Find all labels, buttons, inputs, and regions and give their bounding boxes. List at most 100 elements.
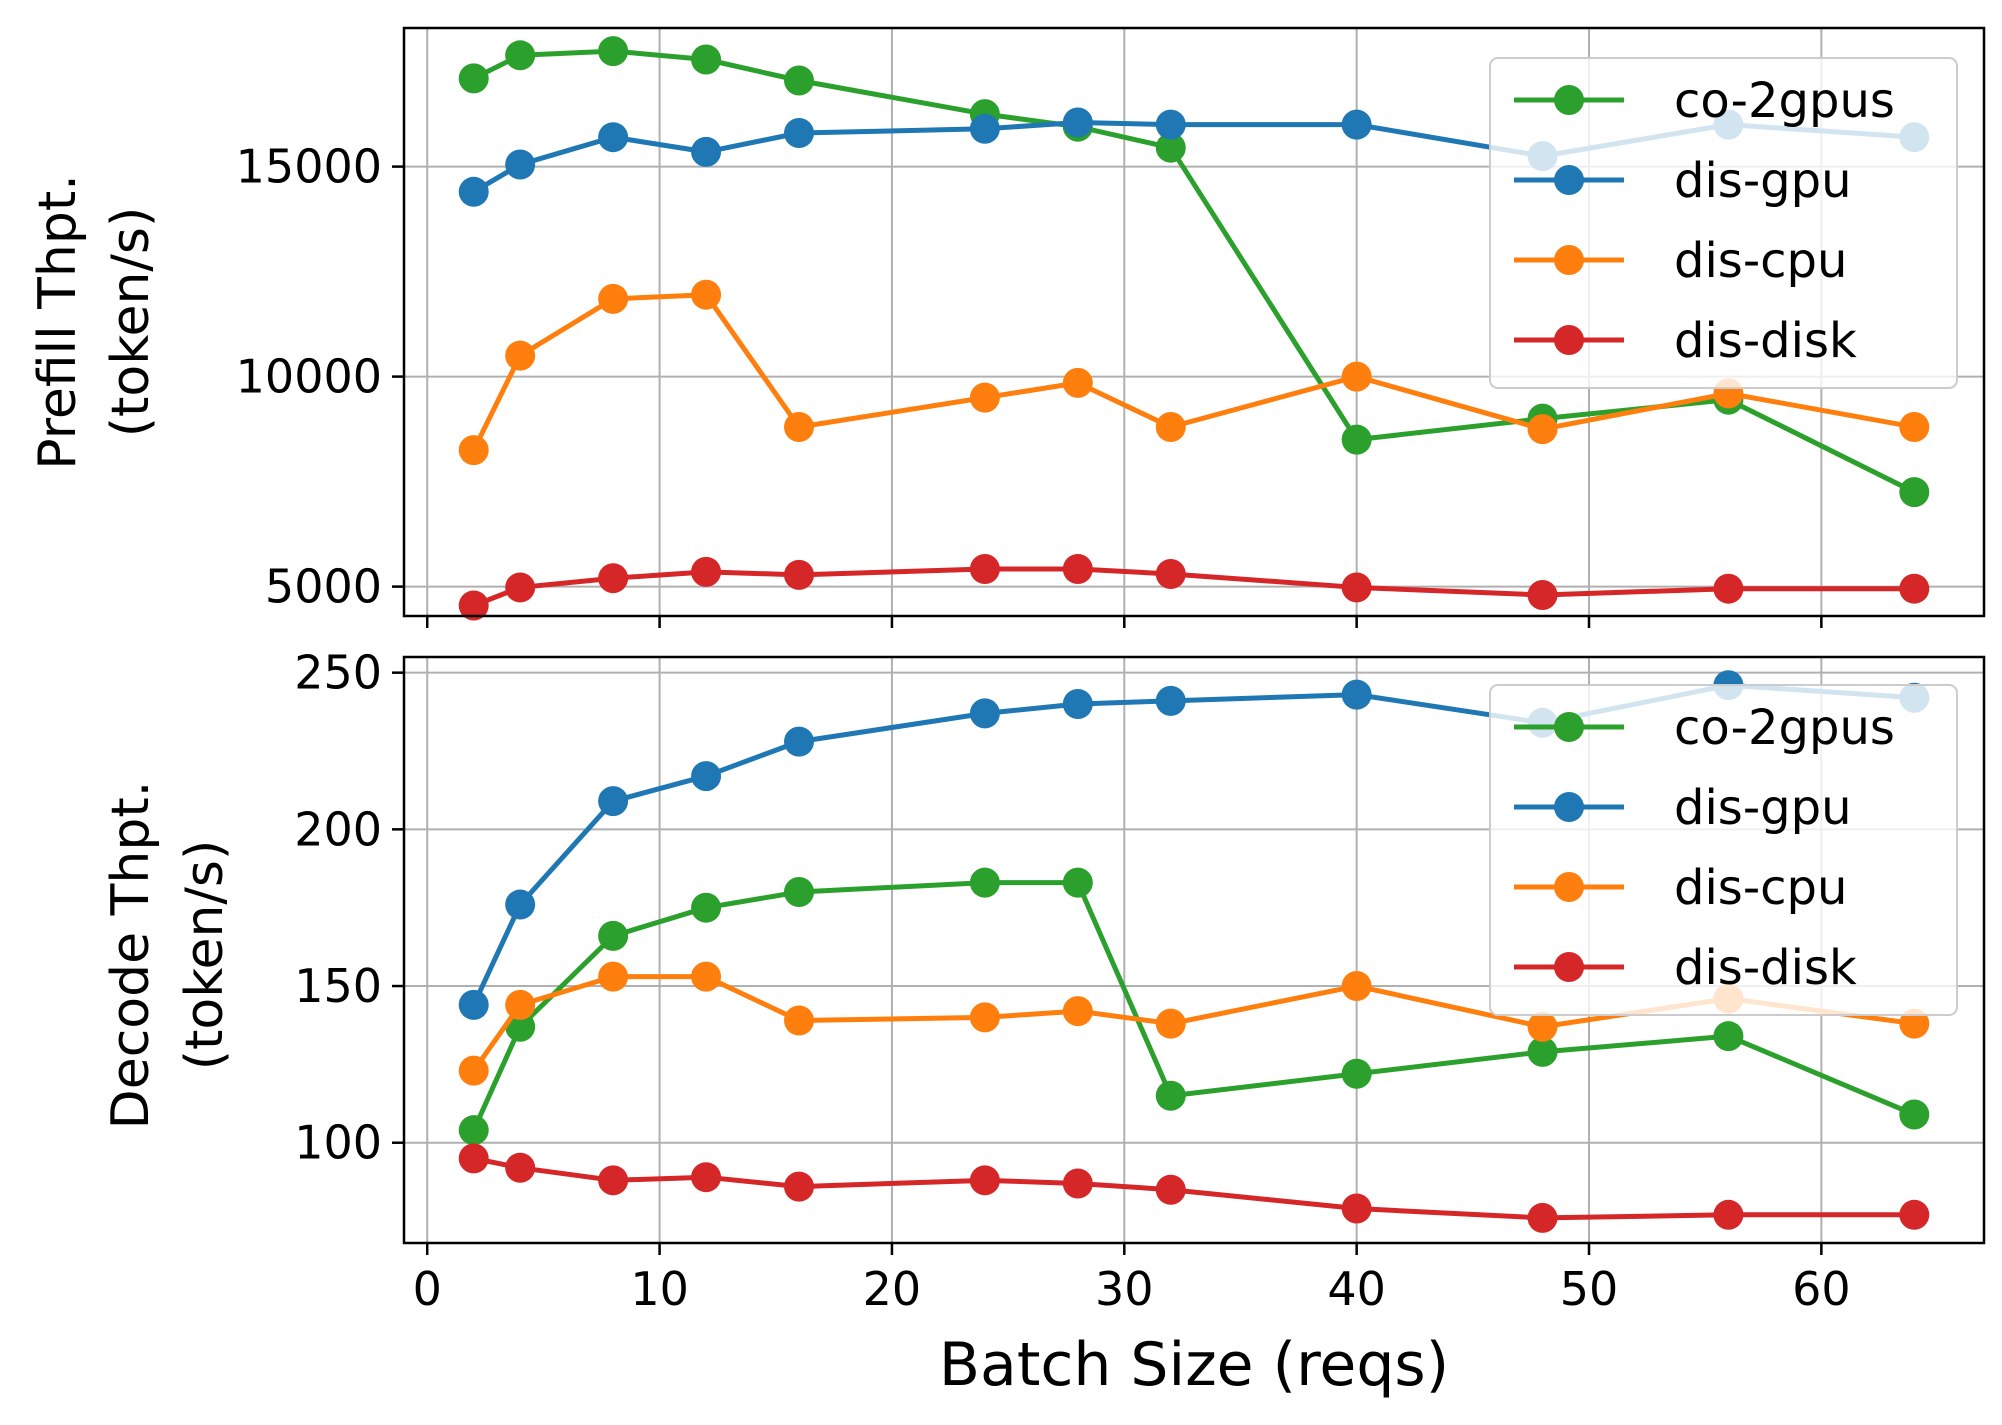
decode-legend-dis-gpu-label: dis-gpu [1674, 780, 1852, 836]
decode-co-2gpus-point [1713, 1021, 1744, 1052]
decode-co-2gpus-point [1899, 1099, 1930, 1130]
prefill-legend-dis-disk-label: dis-disk [1674, 313, 1857, 369]
decode-legend-box [1489, 684, 1958, 1016]
prefill-legend-dis-disk-marker [1554, 325, 1584, 355]
decode-xtick-label: 20 [863, 1262, 922, 1316]
decode-dis-disk-point [1713, 1199, 1744, 1230]
prefill-dis-disk-point [1062, 553, 1093, 584]
decode-dis-disk-point [505, 1152, 536, 1183]
decode-dis-gpu-point [458, 989, 489, 1020]
decode-dis-cpu-point [505, 989, 536, 1020]
prefill-dis-cpu-point [1899, 412, 1930, 442]
prefill-dis-disk-point [505, 572, 536, 603]
decode-dis-gpu-point [505, 889, 536, 920]
decode-dis-disk-point [458, 1143, 489, 1174]
prefill-co-2gpus-point [1899, 477, 1930, 508]
decode-co-2gpus-point [1527, 1036, 1558, 1067]
prefill-dis-disk-point [1341, 572, 1372, 603]
decode-dis-gpu-point [598, 786, 629, 817]
prefill-co-2gpus-point [691, 44, 722, 75]
decode-co-2gpus-point [598, 920, 629, 951]
decode-dis-cpu-point [598, 961, 629, 992]
x-axis-label: Batch Size (reqs) [939, 1330, 1449, 1400]
decode-dis-disk-point [691, 1162, 722, 1193]
decode-dis-disk-point [1155, 1174, 1186, 1205]
prefill-dis-disk-line [472, 566, 1915, 608]
decode-xtick-label: 30 [1095, 1262, 1154, 1316]
decode-ticks: 0 10 20 30 40 50 60 100 150 200 250 [294, 646, 1850, 1316]
prefill-dis-disk-point [1527, 580, 1558, 610]
decode-legend-dis-cpu-marker [1554, 872, 1584, 902]
decode-dis-disk-point [1527, 1202, 1558, 1233]
prefill-legend-dis-cpu-label: dis-cpu [1674, 233, 1847, 289]
prefill-dis-disk-point [458, 590, 489, 621]
decode-dis-cpu-point [1341, 971, 1372, 1002]
prefill-dis-gpu-point [969, 113, 1000, 144]
decode-dis-cpu-point [691, 961, 722, 992]
decode-xtick-label: 0 [413, 1262, 442, 1316]
prefill-ticks: 5000 10000 15000 [236, 140, 1823, 628]
prefill-dis-gpu-point [505, 149, 536, 180]
prefill-ytick-label: 10000 [236, 350, 382, 404]
decode-dis-disk-point [598, 1165, 629, 1196]
decode-ytick-label: 150 [294, 959, 382, 1013]
prefill-dis-disk-point [1155, 559, 1186, 589]
decode-xtick-label: 50 [1560, 1262, 1619, 1316]
prefill-dis-cpu-point [969, 382, 1000, 413]
decode-legend-dis-disk-label: dis-disk [1674, 940, 1857, 996]
prefill-dis-cpu-point [1341, 361, 1372, 392]
decode-xtick-label: 40 [1327, 1262, 1386, 1316]
prefill-dis-gpu-point [598, 122, 629, 153]
decode-panel: 0 10 20 30 40 50 60 100 150 200 250 Decode Thpt. (… [101, 646, 1986, 1316]
prefill-dis-cpu-point [458, 435, 489, 466]
decode-dis-disk-point [969, 1165, 1000, 1196]
prefill-dis-cpu-point [598, 283, 629, 314]
decode-co-2gpus-point [458, 1115, 489, 1146]
decode-ylabel-line2: (token/s) [175, 840, 235, 1071]
prefill-dis-disk-point [598, 563, 629, 594]
prefill-ytick-label: 15000 [236, 140, 382, 194]
prefill-axes-frame [402, 26, 1986, 618]
prefill-dis-disk-point [969, 553, 1000, 584]
prefill-ytick-label: 5000 [265, 560, 382, 614]
decode-legend-co-2gpus-label: co-2gpus [1674, 700, 1895, 756]
prefill-co-2gpus-point [458, 63, 489, 94]
decode-xtick-label: 10 [630, 1262, 689, 1316]
decode-dis-gpu-point [691, 761, 722, 792]
prefill-co-2gpus-line [472, 48, 1916, 495]
prefill-co-2gpus-point [1155, 132, 1186, 163]
decode-ytick-label: 200 [294, 802, 382, 856]
prefill-dis-cpu-point [1155, 412, 1186, 442]
prefill-dis-cpu-point [1527, 414, 1558, 445]
prefill-legend-co-2gpus-marker [1554, 85, 1584, 115]
prefill-ylabel-line2: (token/s) [101, 207, 161, 438]
decode-ytick-label: 100 [294, 1116, 382, 1170]
decode-dis-gpu-point [1341, 679, 1372, 710]
decode-dis-gpu-point [784, 726, 814, 757]
prefill-dis-gpu-point [1062, 107, 1093, 138]
prefill-co-2gpus-point [505, 40, 536, 71]
decode-dis-gpu-point [1155, 685, 1186, 716]
prefill-dis-gpu-point [1341, 109, 1372, 140]
decode-dis-disk-point [784, 1171, 814, 1202]
decode-co-2gpus-point [1341, 1058, 1372, 1089]
prefill-legend: co-2gpus dis-gpu dis-cpu dis-disk [1489, 57, 1958, 389]
prefill-dis-gpu-point [784, 118, 814, 148]
prefill-legend-box [1489, 57, 1958, 389]
prefill-dis-disk-point [1713, 573, 1744, 604]
prefill-ylabel-line1: Prefill Thpt. [28, 174, 88, 470]
decode-dis-cpu-point [1155, 1008, 1186, 1039]
prefill-legend-dis-gpu-marker [1554, 165, 1584, 195]
prefill-dis-cpu-point [1062, 367, 1093, 398]
prefill-dis-cpu-point [691, 279, 722, 310]
decode-dis-cpu-point [1062, 996, 1093, 1027]
prefill-dis-gpu-point [458, 176, 489, 207]
prefill-panel: 5000 10000 15000 Prefill Thpt. (token/s) c… [28, 26, 1986, 628]
decode-dis-disk-line [473, 1155, 1915, 1221]
decode-dis-cpu-point [784, 1005, 814, 1036]
decode-co-2gpus-point [1062, 867, 1093, 898]
decode-legend: co-2gpus dis-gpu dis-cpu dis-disk [1489, 684, 1958, 1016]
decode-legend-co-2gpus-marker [1554, 712, 1584, 742]
decode-legend-dis-disk-marker [1554, 952, 1584, 982]
prefill-dis-cpu-line [471, 292, 1915, 452]
